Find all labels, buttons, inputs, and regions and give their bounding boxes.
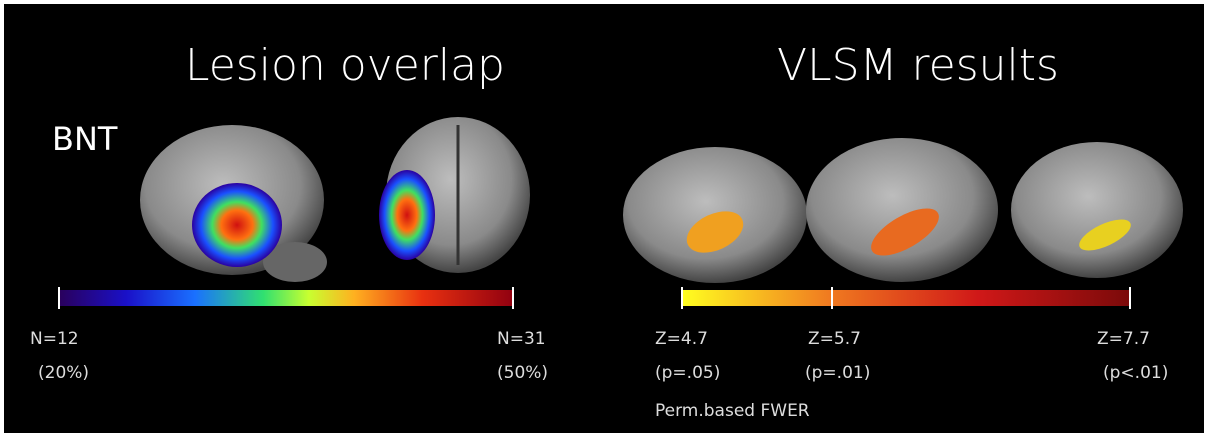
overlap-colorbar xyxy=(58,290,514,306)
scale-label: Z=4.7 xyxy=(655,329,708,349)
scale-label: Z=5.7 xyxy=(808,329,861,349)
scale-label: (p=.05) xyxy=(655,363,720,383)
vlsm-colorbar xyxy=(681,290,1131,306)
scale-label: (p<.01) xyxy=(1103,363,1168,383)
scale-label: (p=.01) xyxy=(805,363,870,383)
figure: Lesion overlap VLSM results BNT N=12 (20… xyxy=(0,0,1208,437)
title-left: Lesion overlap xyxy=(185,40,505,91)
note: Perm.based FWER xyxy=(655,401,810,421)
scale-label: N=12 xyxy=(30,329,79,349)
scale-label: (20%) xyxy=(38,363,89,383)
scale-label: N=31 xyxy=(497,329,546,349)
test-label: BNT xyxy=(52,120,118,158)
title-right: VLSM results xyxy=(777,40,1059,91)
scale-label: (50%) xyxy=(497,363,548,383)
scale-label: Z=7.7 xyxy=(1097,329,1150,349)
